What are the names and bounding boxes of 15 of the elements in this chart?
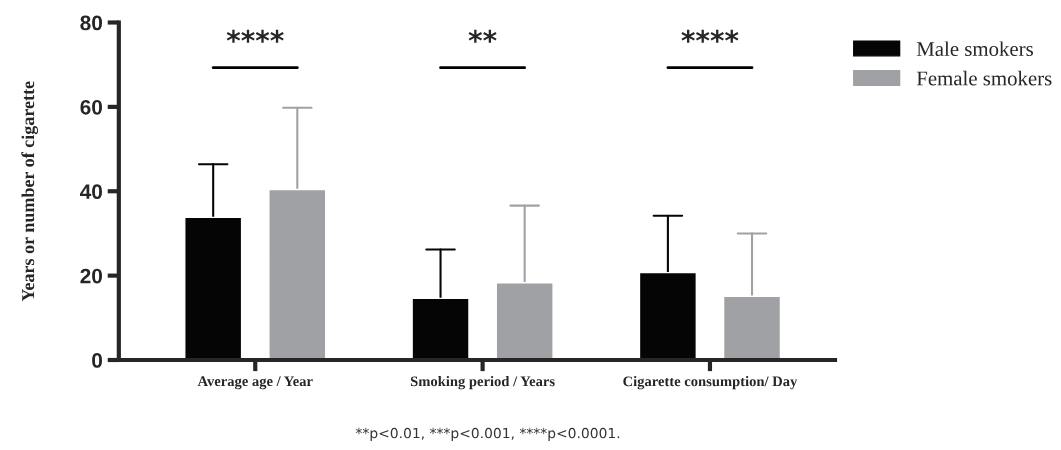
- y-axis-title: Years or number of cigarette: [21, 81, 39, 302]
- x-tick-label: Average age / Year: [197, 376, 313, 390]
- annotation: ****: [681, 29, 739, 43]
- text: **p<0.01, ***p<0.001, ****p<0.0001.: [355, 427, 620, 441]
- x-tick-label: Cigarette consumption/ Day: [623, 375, 798, 390]
- legend-label: Male smokers: [916, 41, 1033, 57]
- annotation: **: [468, 29, 497, 43]
- annotation: ****: [226, 29, 284, 43]
- legend-label: Female smokers: [916, 70, 1052, 86]
- y-tick-label: 40: [80, 184, 103, 199]
- y-tick-label: 20: [80, 268, 103, 284]
- y-tick-label: 0: [92, 353, 103, 368]
- y-tick-label: 80: [80, 15, 103, 31]
- x-tick-label: Smoking period / Years: [410, 375, 555, 390]
- y-tick-label: 60: [80, 99, 103, 115]
